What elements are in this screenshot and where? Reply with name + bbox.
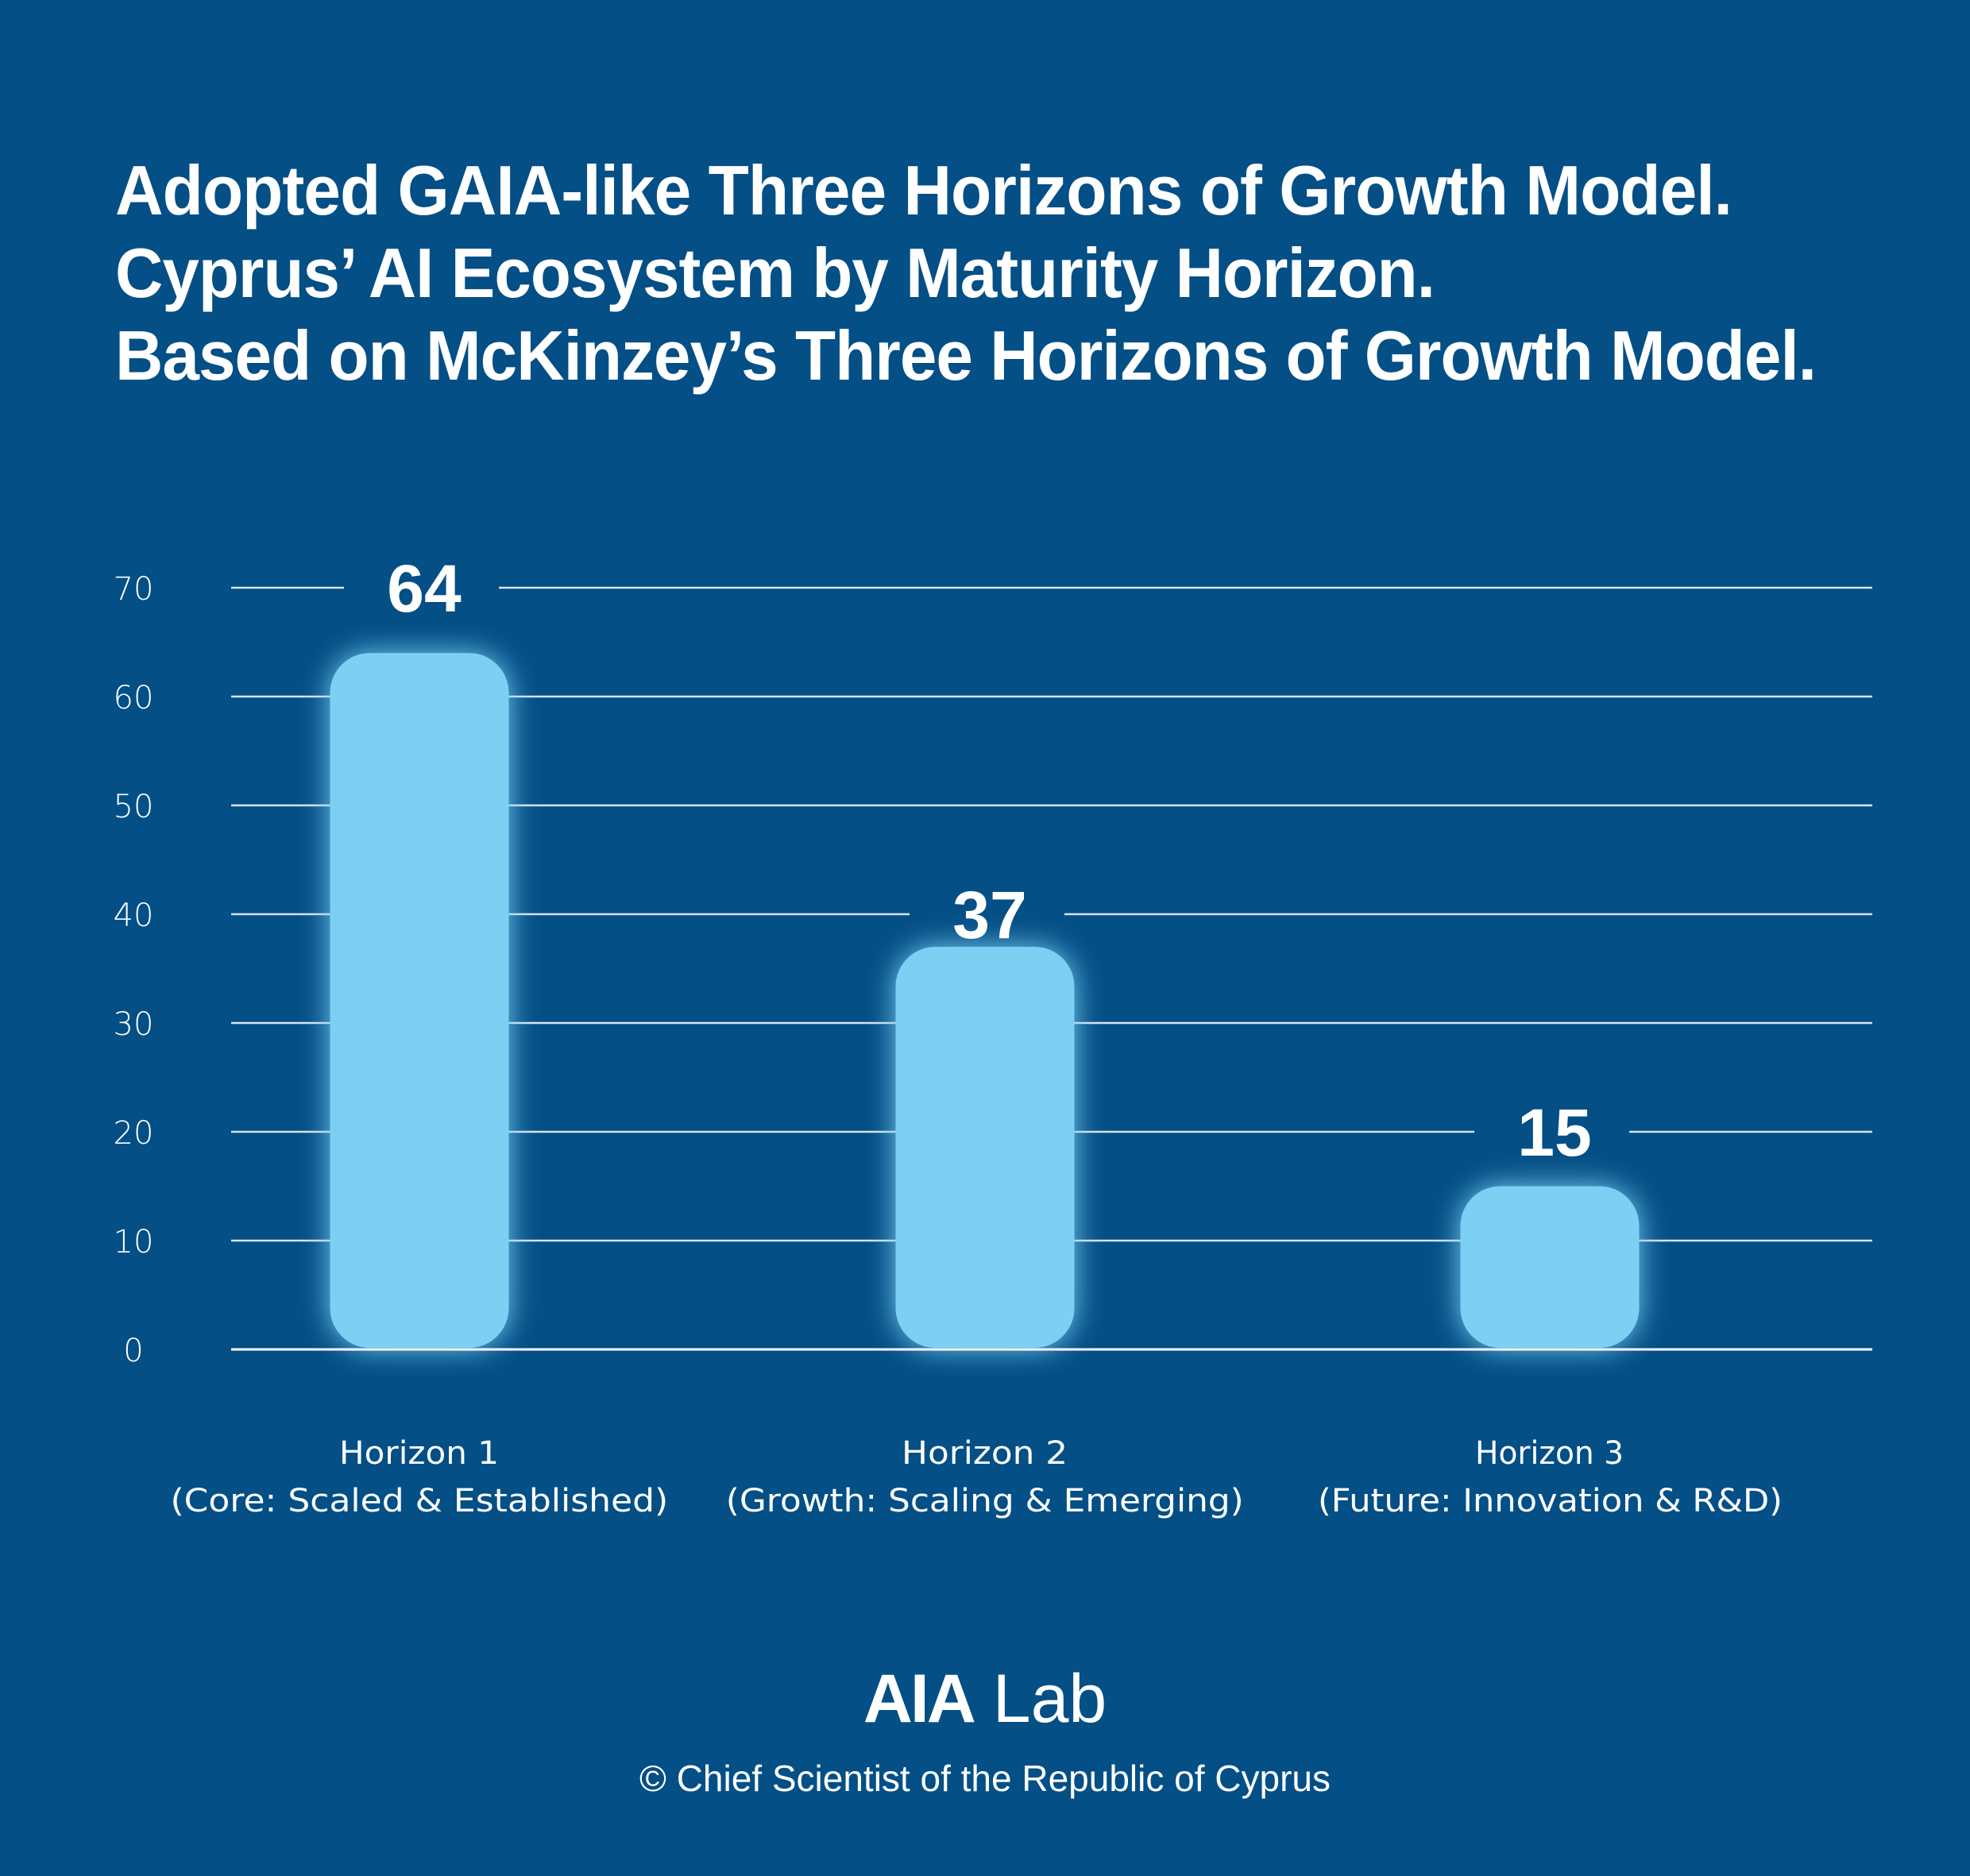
brand-regular: Lab xyxy=(992,1661,1107,1737)
y-tick-label: 10 xyxy=(114,1224,154,1260)
brand-logo: AIA Lab xyxy=(0,1665,1970,1733)
x-tick-label-horizon-1: Horizon 1 (Core: Scaled & Established) xyxy=(102,1430,737,1525)
y-tick-label: 0 xyxy=(123,1333,143,1369)
x-tick-label-horizon-3: Horizon 3 (Future: Innovation & R&D) xyxy=(1232,1430,1868,1525)
brand-bold: AIA xyxy=(863,1661,976,1737)
value-labels: 64 37 15 xyxy=(387,551,1591,1170)
y-tick-label: 40 xyxy=(114,897,154,934)
value-label: 15 xyxy=(1517,1095,1591,1170)
bar-horizon-1 xyxy=(330,653,509,1348)
title-line-1: Adopted GAIA-like Three Horizons of Grow… xyxy=(115,151,1732,230)
y-tick-label: 30 xyxy=(114,1006,154,1043)
category-name: Horizon 2 xyxy=(902,1435,1068,1472)
y-axis-ticks: 0 10 20 30 40 50 60 70 xyxy=(114,571,154,1369)
copyright-text: © Chief Scientist of the Republic of Cyp… xyxy=(639,1758,1331,1799)
x-tick-label-horizon-2: Horizon 2 (Growth: Scaling & Emerging) xyxy=(667,1430,1303,1525)
category-name: Horizon 3 xyxy=(1475,1435,1624,1472)
category-description: (Growth: Scaling & Emerging) xyxy=(725,1483,1244,1519)
y-tick-label: 60 xyxy=(114,680,154,716)
y-tick-label: 50 xyxy=(114,789,154,825)
value-label: 37 xyxy=(952,878,1026,952)
y-tick-label: 20 xyxy=(114,1115,154,1152)
title-line-2: Cyprus’ AI Ecosystem by Maturity Horizon… xyxy=(115,234,1435,312)
category-name: Horizon 1 xyxy=(339,1435,500,1472)
category-description: (Future: Innovation & R&D) xyxy=(1317,1483,1783,1519)
value-label: 64 xyxy=(387,551,462,626)
bar-horizon-2 xyxy=(895,947,1075,1348)
title-line-3: Based on McKinzey’s Three Horizons of Gr… xyxy=(115,316,1817,395)
bar-horizon-3 xyxy=(1460,1186,1640,1348)
bars xyxy=(330,653,1640,1348)
category-description: (Core: Scaled & Established) xyxy=(170,1483,669,1519)
y-tick-label: 70 xyxy=(114,571,154,608)
